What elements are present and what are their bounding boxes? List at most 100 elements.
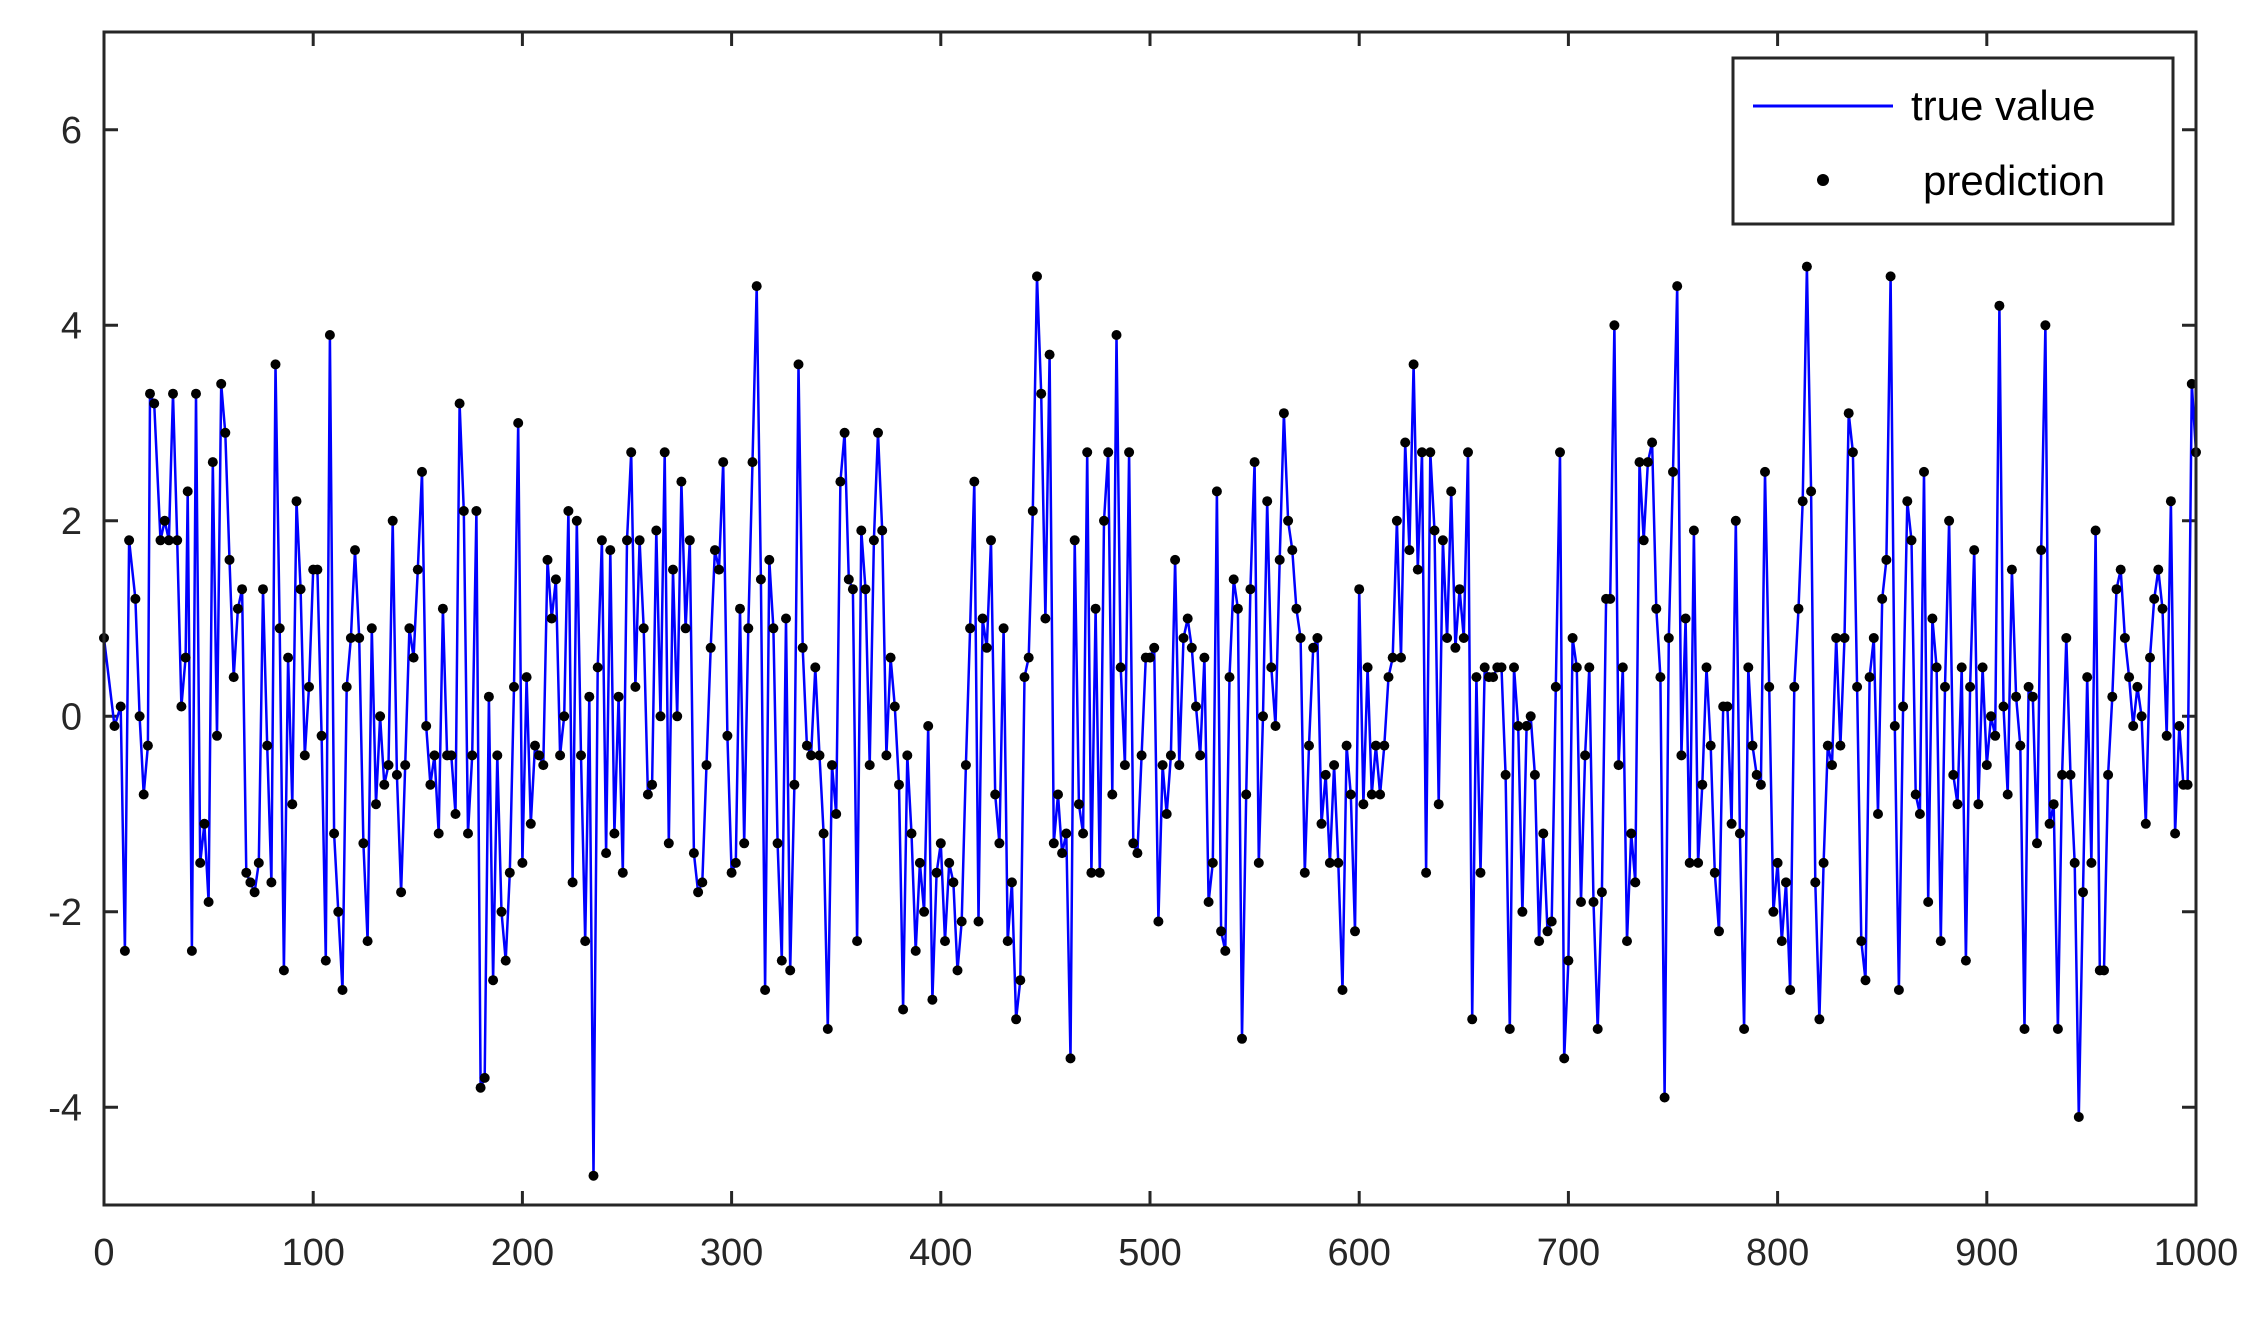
prediction-point xyxy=(1776,936,1787,947)
x-tick-label: 400 xyxy=(909,1232,972,1274)
prediction-point xyxy=(145,388,155,399)
prediction-point xyxy=(168,388,178,399)
prediction-point xyxy=(596,535,607,546)
prediction-point xyxy=(739,838,750,849)
prediction-point xyxy=(680,623,691,634)
prediction-point xyxy=(224,554,235,565)
prediction-point xyxy=(2149,593,2160,604)
prediction-point xyxy=(994,838,1005,849)
prediction-point xyxy=(852,936,863,947)
prediction-point xyxy=(2040,320,2051,331)
y-tick-label: 0 xyxy=(61,696,82,738)
prediction-point xyxy=(1617,662,1628,673)
prediction-point xyxy=(822,1024,833,1034)
prediction-point xyxy=(1362,662,1373,673)
prediction-point xyxy=(1969,545,1980,556)
prediction-point xyxy=(1019,672,1030,683)
prediction-point xyxy=(467,750,478,761)
prediction-point xyxy=(2157,603,2168,614)
prediction-point xyxy=(207,457,218,468)
prediction-point xyxy=(626,447,637,458)
prediction-point xyxy=(960,760,971,771)
prediction-point xyxy=(1145,652,1155,663)
prediction-point xyxy=(1576,897,1586,907)
prediction-point xyxy=(1693,857,1704,868)
prediction-point xyxy=(216,378,227,389)
prediction-point xyxy=(195,857,206,868)
prediction-point xyxy=(768,623,779,634)
prediction-point xyxy=(1488,672,1499,683)
prediction-point xyxy=(458,506,469,516)
prediction-point xyxy=(1295,633,1306,643)
prediction-point xyxy=(1722,701,1733,712)
prediction-point xyxy=(1701,662,1712,673)
prediction-point xyxy=(1333,857,1344,868)
prediction-point xyxy=(1994,300,2005,311)
prediction-point xyxy=(155,535,166,546)
prediction-point xyxy=(1513,721,1524,731)
prediction-point xyxy=(220,427,231,438)
prediction-point xyxy=(827,760,837,771)
prediction-point xyxy=(180,652,191,663)
prediction-point xyxy=(324,330,335,340)
prediction-point xyxy=(295,584,306,595)
prediction-point xyxy=(1806,486,1817,497)
prediction-point xyxy=(1036,388,1047,399)
prediction-point xyxy=(1165,750,1176,761)
prediction-point xyxy=(312,564,323,575)
prediction-point xyxy=(1245,584,1256,595)
prediction-point xyxy=(1191,701,1201,712)
prediction-point xyxy=(391,769,402,780)
prediction-point xyxy=(1174,760,1185,771)
prediction-point xyxy=(1391,515,1402,526)
prediction-point xyxy=(2186,378,2197,389)
prediction-point xyxy=(163,535,174,546)
prediction-point xyxy=(316,730,327,741)
y-tick-label: 4 xyxy=(61,305,82,347)
prediction-point xyxy=(1630,877,1641,888)
prediction-point xyxy=(517,857,528,868)
prediction-point xyxy=(149,398,160,409)
prediction-point xyxy=(1504,1024,1515,1034)
prediction-point xyxy=(1659,1092,1670,1103)
prediction-point xyxy=(1161,809,1172,819)
prediction-point xyxy=(450,809,461,819)
prediction-point xyxy=(609,828,620,839)
prediction-point xyxy=(1843,408,1854,419)
prediction-point xyxy=(1822,740,1833,751)
prediction-point xyxy=(973,916,984,927)
prediction-point xyxy=(542,554,553,565)
prediction-point xyxy=(2174,721,2185,731)
prediction-point xyxy=(793,359,804,370)
prediction-point xyxy=(479,1072,490,1083)
prediction-point xyxy=(2019,1024,2030,1034)
prediction-point xyxy=(134,711,145,722)
prediction-point xyxy=(1299,867,1310,878)
prediction-point xyxy=(843,574,854,585)
prediction-point xyxy=(2161,730,2172,741)
x-tick-label: 100 xyxy=(281,1232,344,1274)
prediction-point xyxy=(1864,672,1875,683)
prediction-point xyxy=(1555,447,1565,458)
prediction-point xyxy=(1316,818,1327,829)
prediction-point xyxy=(1801,261,1812,272)
prediction-point xyxy=(1940,681,1950,692)
prediction-point xyxy=(977,613,988,624)
prediction-point xyxy=(776,955,787,966)
prediction-point xyxy=(1237,1033,1247,1044)
x-axis: 0 100 200 300 400 500 600 700 800 900 1000 xyxy=(93,32,2238,1274)
prediction-point xyxy=(1960,955,1971,966)
prediction-point xyxy=(1609,320,1620,331)
prediction-point xyxy=(400,760,411,771)
prediction-point xyxy=(1931,662,1942,673)
prediction-point xyxy=(1835,740,1846,751)
prediction-point xyxy=(513,418,524,428)
prediction-point xyxy=(1479,662,1490,673)
prediction-point xyxy=(1107,789,1118,800)
prediction-point xyxy=(576,750,586,761)
prediction-point xyxy=(2103,769,2114,780)
prediction-point xyxy=(1170,554,1181,565)
prediction-point xyxy=(1743,662,1754,673)
prediction-point xyxy=(1726,818,1737,829)
prediction-point xyxy=(1898,701,1909,712)
